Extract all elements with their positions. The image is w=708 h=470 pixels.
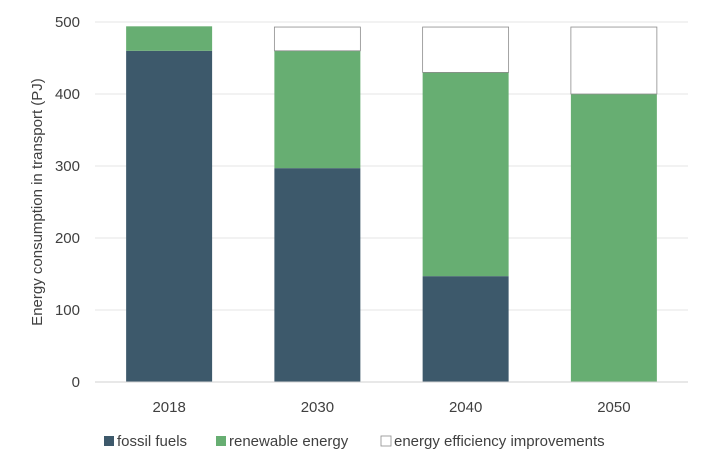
legend-swatch-energy-efficiency-improvements [380,435,392,447]
y-axis-label: Energy consumption in transport (PJ) [29,78,46,326]
legend-label-renewable-energy: renewable energy [229,433,349,450]
bar-renewable-energy-2018 [126,26,213,51]
bar-energy-efficiency-improvements-2050 [570,26,658,95]
y-tick-labels: 0 100 200 300 400 500 [55,14,80,391]
y-tick-label: 200 [55,230,80,247]
bar-renewable-energy-2030 [274,50,361,169]
x-tick-label: 2040 [449,399,482,416]
x-tick-label: 2018 [152,399,185,416]
bar-fossil-fuels-2040 [422,276,509,382]
legend-label-energy-efficiency-improvements: energy efficiency improvements [394,433,605,450]
x-tick-labels: 2018 2030 2040 2050 [152,399,630,416]
legend: fossil fuels renewable energy energy effic… [104,433,605,450]
y-tick-label: 400 [55,86,80,103]
y-tick-label: 100 [55,302,80,319]
bars [126,26,658,383]
legend-swatch-renewable-energy [216,436,226,446]
x-tick-label: 2050 [597,399,630,416]
bar-fossil-fuels-2030 [274,168,361,382]
bar-renewable-energy-2040 [422,72,509,277]
bar-fossil-fuels-2018 [126,50,213,383]
bar-energy-efficiency-improvements-2030 [273,26,361,52]
bar-renewable-energy-2050 [570,94,657,382]
y-tick-label: 0 [72,374,80,391]
y-tick-label: 500 [55,14,80,31]
legend-swatch-fossil-fuels [104,436,114,446]
y-tick-label: 300 [55,158,80,175]
legend-label-fossil-fuels: fossil fuels [117,433,187,450]
x-tick-label: 2030 [301,399,334,416]
bar-energy-efficiency-improvements-2040 [422,26,510,73]
